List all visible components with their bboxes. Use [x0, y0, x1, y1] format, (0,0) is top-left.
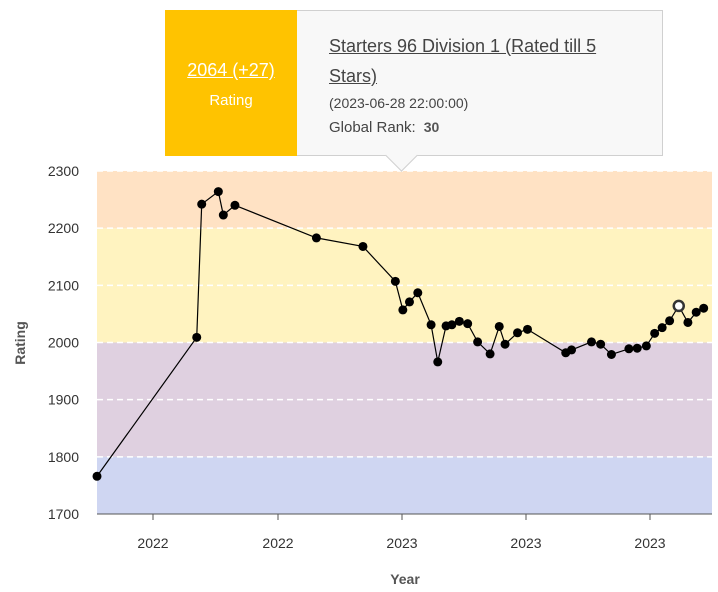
data-point[interactable] — [413, 288, 423, 298]
x-tick-label: 2023 — [634, 535, 665, 551]
data-point[interactable] — [311, 233, 321, 243]
rating-label: Rating — [209, 92, 253, 109]
data-point[interactable] — [426, 320, 436, 330]
data-point[interactable] — [197, 199, 207, 209]
data-point[interactable] — [596, 339, 606, 349]
x-tick-label: 2022 — [137, 535, 168, 551]
data-point[interactable] — [433, 357, 443, 367]
x-tick-label: 2022 — [262, 535, 293, 551]
data-point[interactable] — [485, 349, 495, 359]
data-point[interactable] — [213, 187, 223, 197]
data-point[interactable] — [567, 345, 577, 355]
y-axis-title: Rating — [12, 321, 28, 365]
grid-lines — [97, 170, 712, 458]
data-point[interactable] — [650, 328, 660, 338]
data-point[interactable] — [358, 241, 368, 251]
data-point[interactable] — [404, 297, 414, 307]
data-point[interactable] — [218, 210, 228, 220]
data-point[interactable] — [92, 471, 102, 481]
data-point[interactable] — [192, 332, 202, 342]
rating-badge: 2064 (+27) Rating — [165, 10, 297, 156]
data-point[interactable] — [606, 350, 616, 360]
y-tick-label: 1800 — [48, 449, 79, 465]
global-rank-label: Global Rank: — [329, 119, 416, 136]
rating-band-0 — [97, 456, 712, 514]
rating-value[interactable]: 2064 (+27) — [187, 60, 275, 80]
x-tick-label: 2023 — [386, 535, 417, 551]
y-axis: 1700 1800 1900 2000 2100 2200 2300 — [48, 163, 79, 522]
data-point[interactable] — [463, 319, 473, 329]
data-point[interactable] — [691, 307, 701, 317]
data-point[interactable] — [447, 320, 457, 330]
data-point[interactable] — [641, 341, 651, 351]
data-point[interactable] — [473, 337, 483, 347]
contest-link[interactable]: Starters 96 Division 1 (Rated till 5 Sta… — [329, 36, 597, 86]
data-point[interactable] — [683, 317, 693, 327]
data-point[interactable] — [230, 200, 240, 210]
x-axis-title: Year — [390, 571, 420, 587]
rating-band-3 — [97, 171, 712, 229]
data-point[interactable] — [513, 328, 523, 338]
data-point[interactable] — [494, 321, 504, 331]
data-point[interactable] — [665, 316, 675, 326]
x-axis: 2022 2022 2023 2023 2023 — [97, 513, 712, 551]
data-point[interactable] — [632, 343, 642, 353]
y-tick-label: 2100 — [48, 277, 79, 293]
data-point[interactable] — [500, 339, 510, 349]
global-rank: Global Rank: 30 — [329, 119, 629, 136]
global-rank-value: 30 — [423, 119, 440, 135]
y-tick-label: 1700 — [48, 506, 79, 522]
data-point[interactable] — [523, 324, 532, 334]
data-point[interactable] — [699, 303, 709, 313]
x-tick-label: 2023 — [510, 535, 541, 551]
y-tick-label: 2000 — [48, 335, 79, 351]
data-point[interactable] — [390, 276, 400, 286]
data-point[interactable] — [398, 305, 408, 315]
data-point[interactable] — [657, 323, 667, 333]
data-point[interactable] — [586, 337, 596, 347]
data-point[interactable] — [624, 344, 634, 354]
contest-tooltip: 2064 (+27) Rating Starters 96 Division 1… — [165, 10, 663, 172]
y-tick-label: 2300 — [48, 163, 79, 179]
data-point-highlighted[interactable] — [672, 299, 686, 313]
y-tick-label: 1900 — [48, 392, 79, 408]
contest-date: (2023-06-28 22:00:00) — [329, 95, 469, 111]
contest-info: Starters 96 Division 1 (Rated till 5 Sta… — [329, 31, 629, 136]
y-tick-label: 2200 — [48, 220, 79, 236]
rating-series — [92, 187, 709, 481]
data-point[interactable] — [454, 316, 464, 326]
